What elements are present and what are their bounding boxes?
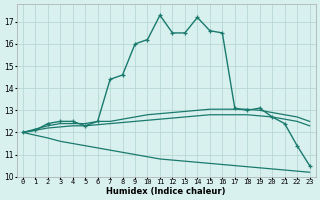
X-axis label: Humidex (Indice chaleur): Humidex (Indice chaleur) (107, 187, 226, 196)
